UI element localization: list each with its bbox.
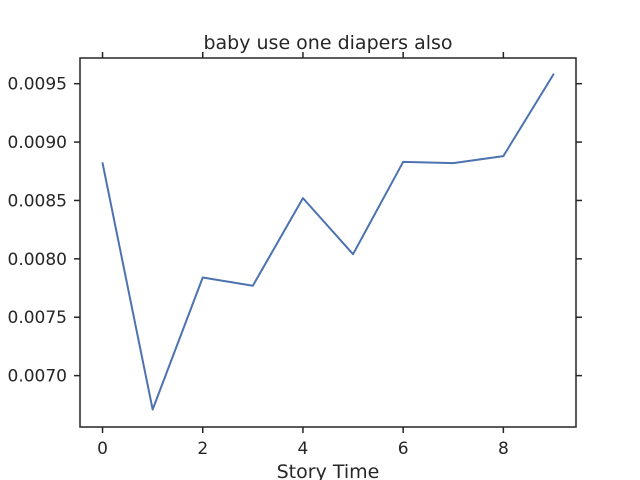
y-tick-label: 0.0090	[8, 133, 67, 153]
x-axis-ticks: 0 2 4 6 8	[97, 427, 509, 459]
y-axis-ticks: 0.0070 0.0075 0.0080 0.0085 0.0090 0.0095	[8, 75, 80, 387]
x-axis-label: Story Time	[277, 461, 380, 480]
x-tick-label: 0	[97, 439, 108, 459]
top-tick-marks	[101, 52, 505, 58]
series-line	[101, 73, 555, 411]
right-tick-marks	[576, 82, 582, 377]
y-tick-label: 0.0075	[8, 308, 67, 328]
x-tick-label: 4	[298, 439, 309, 459]
x-tick-label: 8	[498, 439, 509, 459]
plot-frame	[79, 57, 577, 428]
chart-title: baby use one diapers also	[203, 32, 452, 54]
x-tick-label: 2	[197, 439, 208, 459]
x-tick-label: 6	[398, 439, 409, 459]
y-tick-label: 0.0095	[8, 75, 67, 95]
y-tick-label: 0.0080	[8, 250, 67, 270]
y-tick-label: 0.0070	[8, 367, 67, 387]
y-tick-label: 0.0085	[8, 191, 67, 211]
